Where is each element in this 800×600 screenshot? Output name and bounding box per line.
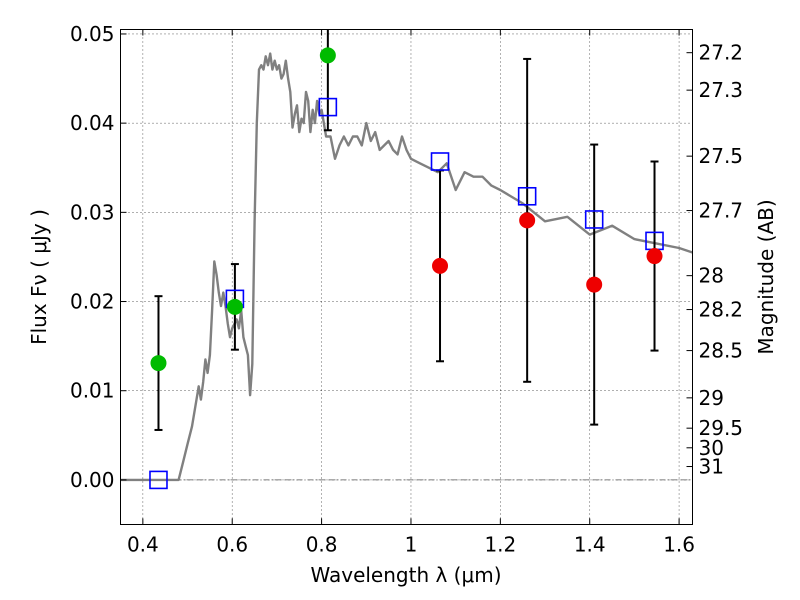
data-point	[432, 257, 449, 274]
model-photometry-square	[584, 210, 604, 229]
data-point	[519, 212, 536, 229]
data-point	[226, 298, 243, 315]
right-tick-label: 27.3	[699, 78, 744, 102]
model-photometry-square	[517, 186, 537, 206]
right-axis-label: Magnitude (AB)	[754, 199, 778, 354]
ticks	[120, 29, 693, 525]
x-tick-label: 0.6	[216, 533, 248, 557]
x-axis-label: Wavelength λ (μm)	[310, 563, 501, 587]
y-tick-label: 0.00	[70, 468, 115, 492]
right-tick-label: 27.2	[699, 41, 744, 65]
y-tick-label: 0.05	[70, 22, 115, 46]
x-tick-label: 0.4	[127, 533, 159, 557]
model-photometry-squares	[149, 97, 664, 490]
x-tick-label: 1.4	[574, 533, 606, 557]
right-tick-label: 31	[699, 455, 724, 479]
right-tick-label: 30	[699, 436, 724, 460]
right-tick-label: 28.5	[699, 339, 744, 363]
data-point	[319, 47, 336, 64]
x-tick-label: 1.6	[663, 533, 695, 557]
data-point	[586, 276, 603, 293]
data-point	[646, 248, 663, 265]
data-point	[150, 355, 167, 372]
tick-labels: 0.4 0.6 0.8 1 1.2 1.4 1.6 0.00 0.01 0.02 0.03 0.04 0…	[70, 22, 743, 557]
right-tick-label: 28.2	[699, 298, 744, 322]
data-points	[150, 47, 663, 372]
x-tick-label: 1.2	[484, 533, 516, 557]
y-tick-label: 0.04	[70, 111, 115, 135]
y-axis-label: Flux Fν ( μJy )	[27, 209, 51, 345]
right-tick-label: 29	[699, 386, 724, 410]
model-photometry-square	[149, 470, 168, 490]
model-photometry-square	[430, 152, 450, 171]
model-photometry-square	[318, 97, 338, 117]
y-tick-label: 0.03	[70, 200, 115, 224]
right-tick-label: 27.5	[699, 144, 744, 168]
y-tick-label: 0.01	[70, 379, 115, 403]
x-tick-label: 1	[405, 533, 418, 557]
right-tick-label: 28	[699, 264, 724, 288]
x-tick-label: 0.8	[306, 533, 338, 557]
right-tick-label: 27.7	[699, 199, 744, 223]
right-tick-label: 29.5	[699, 416, 744, 440]
y-tick-label: 0.02	[70, 290, 115, 314]
plot-frame	[120, 29, 693, 525]
